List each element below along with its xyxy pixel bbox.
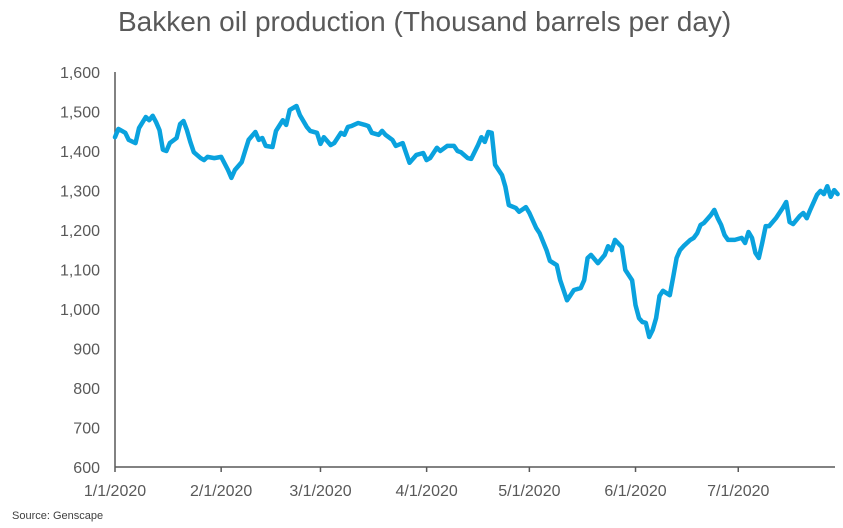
series-line: [112, 103, 840, 340]
x-tick-label: 1/1/2020: [84, 483, 146, 500]
chart-title: Bakken oil production (Thousand barrels …: [118, 6, 732, 37]
y-tick-label: 1,200: [60, 223, 100, 240]
y-tick-label: 600: [73, 460, 100, 477]
x-tick-label: 6/1/2020: [604, 483, 666, 500]
x-tick-label: 3/1/2020: [289, 483, 351, 500]
x-axis: 1/1/2020 2/1/2020 3/1/2020 4/1/2020 5/1/2020…: [84, 466, 835, 500]
y-tick-label: 1,600: [60, 65, 100, 82]
source-note: Source: Genscape: [12, 510, 104, 522]
y-tick-label: 1,100: [60, 263, 100, 280]
y-tick-label: 1,500: [60, 105, 100, 122]
x-tick-label: 2/1/2020: [190, 483, 252, 500]
y-tick-label: 1,400: [60, 144, 100, 161]
y-tick-label: 700: [73, 421, 100, 438]
x-tick-label: 7/1/2020: [707, 483, 769, 500]
y-tick-label: 900: [73, 342, 100, 359]
y-axis: 600 700 800 900 1,000 1,100 1,200 1,300 1,400 1,5…: [60, 65, 116, 477]
x-tick-label: 5/1/2020: [498, 483, 560, 500]
x-tick-label: 4/1/2020: [395, 483, 457, 500]
y-tick-label: 1,000: [60, 302, 100, 319]
y-tick-label: 800: [73, 381, 100, 398]
y-tick-label: 1,300: [60, 184, 100, 201]
series-group: [112, 103, 840, 340]
